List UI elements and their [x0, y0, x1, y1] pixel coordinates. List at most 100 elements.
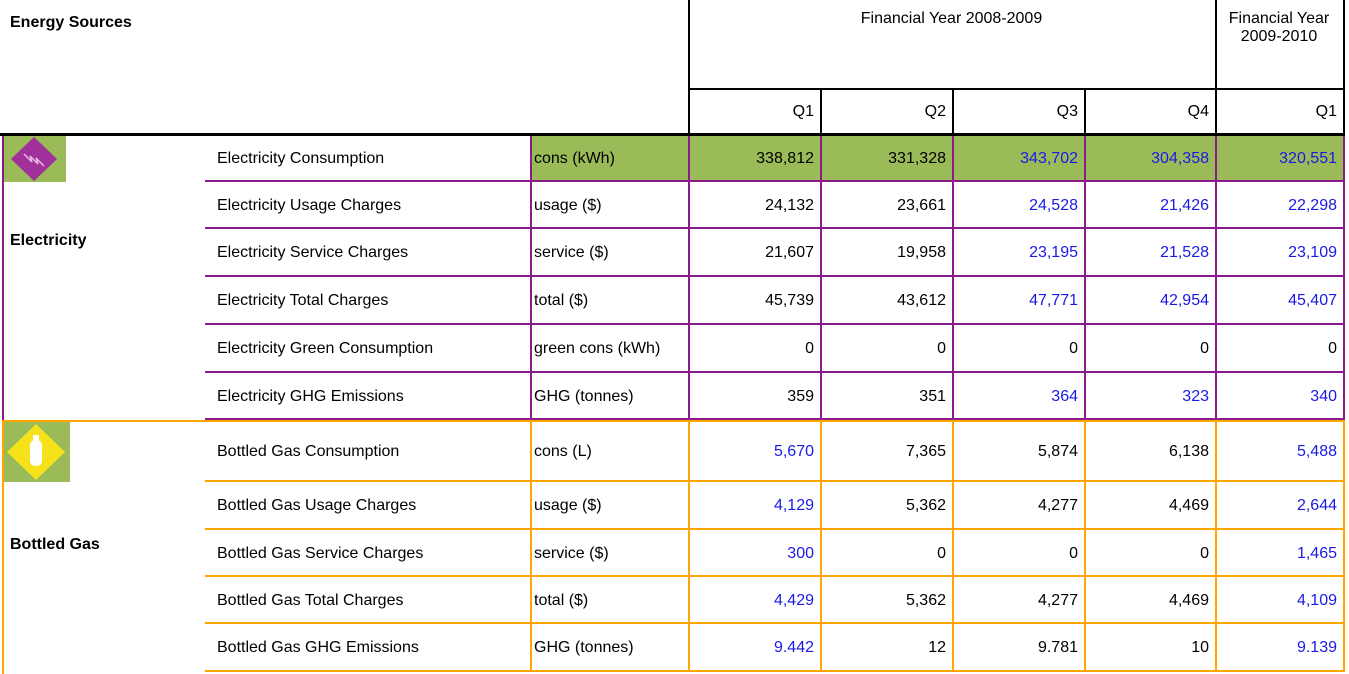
border-line	[820, 624, 822, 672]
border-line	[820, 373, 822, 420]
border-line	[530, 422, 532, 482]
metric-unit: green cons (kWh)	[534, 340, 661, 357]
table-title: Energy Sources	[10, 14, 132, 31]
value-cell: 323	[1182, 387, 1209, 405]
border-line	[1343, 373, 1345, 420]
border-line	[530, 577, 532, 624]
value-cell: 0	[1200, 544, 1209, 562]
value-cell: 10	[1191, 639, 1209, 656]
metric-unit: service ($)	[534, 544, 609, 562]
metric-name: Bottled Gas Service Charges	[217, 544, 424, 562]
metric-name: Bottled Gas Usage Charges	[217, 497, 417, 514]
border-line	[205, 418, 1345, 420]
metric-name: Bottled Gas Total Charges	[217, 591, 404, 609]
value-cell: 45,407	[1288, 292, 1337, 309]
value-cell: 1,465	[1296, 544, 1337, 562]
metric-name: Electricity Total Charges	[217, 292, 389, 309]
border-line	[1084, 482, 1086, 530]
value-cell: 43,612	[897, 292, 946, 309]
metric-unit: GHG (tonnes)	[534, 387, 634, 405]
border-line	[1215, 482, 1217, 530]
metric-name: Electricity GHG Emissions	[217, 387, 404, 405]
border-line	[1084, 229, 1086, 277]
period-header: Financial Year 2009-2010	[1228, 10, 1330, 45]
border-line	[2, 420, 1345, 422]
metric-name: Bottled Gas Consumption	[217, 443, 400, 460]
border-line	[820, 530, 822, 577]
value-cell: 0	[805, 340, 814, 357]
border-line	[205, 323, 1345, 325]
border-line	[1215, 136, 1217, 182]
border-line	[952, 422, 954, 482]
border-line	[1084, 325, 1086, 373]
value-cell: 0	[937, 340, 946, 357]
border-line	[1215, 530, 1217, 577]
metric-unit: service ($)	[534, 244, 609, 261]
metric-unit: cons (L)	[534, 443, 592, 460]
value-cell: 5,362	[905, 497, 946, 514]
border-line	[952, 577, 954, 624]
value-cell: 4,469	[1168, 497, 1209, 514]
border-line	[688, 229, 690, 277]
border-line	[1343, 229, 1345, 277]
metric-name: Electricity Service Charges	[217, 244, 409, 261]
border-line	[1343, 624, 1345, 672]
border-line	[1215, 577, 1217, 624]
value-cell: 340	[1310, 387, 1337, 405]
border-line	[530, 229, 532, 277]
border-line	[1215, 422, 1217, 482]
border-line	[1084, 530, 1086, 577]
value-cell: 343,702	[1020, 150, 1078, 167]
border-line	[1215, 325, 1217, 373]
border-line	[952, 482, 954, 530]
value-cell: 351	[919, 387, 946, 405]
border-line	[952, 373, 954, 420]
value-cell: 0	[1069, 340, 1078, 357]
border-line	[530, 136, 532, 182]
border-line	[1084, 577, 1086, 624]
border-line	[1343, 577, 1345, 624]
border-line	[1343, 0, 1345, 134]
border-line	[1084, 136, 1086, 182]
border-line	[820, 88, 822, 134]
value-cell: 304,358	[1151, 150, 1209, 167]
border-line	[1084, 277, 1086, 325]
border-line	[820, 482, 822, 530]
border-line	[2, 136, 4, 422]
period-header: Financial Year 2008-2009	[860, 10, 1043, 27]
value-cell: 300	[787, 544, 814, 562]
border-line	[530, 530, 532, 577]
metric-unit: usage ($)	[534, 497, 602, 514]
border-line	[820, 577, 822, 624]
border-line	[1084, 373, 1086, 420]
metric-name: Electricity Consumption	[217, 150, 385, 167]
bottled-gas-icon	[2, 422, 70, 482]
border-line	[1343, 482, 1345, 530]
value-cell: 23,109	[1288, 244, 1337, 261]
value-cell: 21,528	[1160, 244, 1209, 261]
border-line	[952, 182, 954, 229]
electricity-icon	[2, 136, 66, 182]
border-line	[688, 182, 690, 229]
quarter-header: Q3	[1056, 102, 1078, 120]
border-line	[1343, 182, 1345, 229]
value-cell: 359	[787, 387, 814, 405]
border-line	[952, 88, 954, 134]
value-cell: 5,488	[1296, 443, 1337, 460]
quarter-header: Q1	[1315, 102, 1337, 120]
border-line	[1084, 182, 1086, 229]
border-line	[1215, 229, 1217, 277]
value-cell: 22,298	[1288, 196, 1337, 214]
border-line	[1343, 325, 1345, 373]
quarter-header: Q1	[792, 102, 814, 120]
value-cell: 24,528	[1029, 196, 1078, 214]
value-cell: 0	[1200, 340, 1209, 357]
border-line	[688, 530, 690, 577]
border-line	[205, 670, 1345, 672]
metric-unit: cons (kWh)	[534, 150, 615, 167]
value-cell: 9.781	[1037, 639, 1078, 656]
border-line	[530, 373, 532, 420]
border-line	[688, 0, 690, 134]
